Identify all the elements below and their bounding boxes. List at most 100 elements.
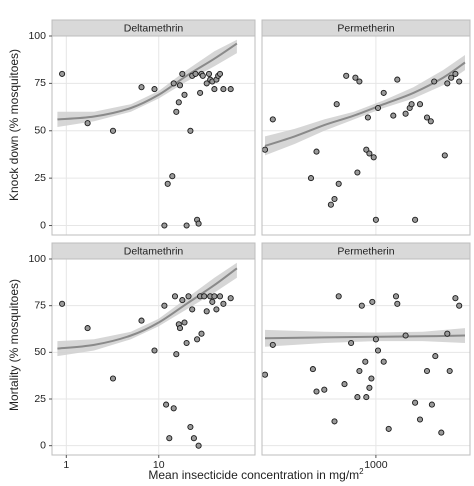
- data-point-1-1-27: [428, 401, 435, 408]
- data-point-0-0-15: [187, 127, 194, 134]
- data-point-0-0-3: [138, 84, 145, 91]
- data-point-0-1-20: [394, 76, 401, 83]
- x-axis-title: Mean insecticide concentration in mg/m2: [148, 467, 364, 482]
- data-point-0-1-6: [333, 101, 340, 108]
- data-point-0-1-7: [335, 180, 342, 187]
- data-point-1-0-13: [179, 297, 186, 304]
- y-tick-label-0-0-50: 50: [34, 125, 46, 137]
- data-point-1-0-31: [220, 300, 227, 307]
- plot-area-0-0: [52, 36, 255, 235]
- data-point-1-0-24: [201, 293, 208, 300]
- y-tick-label-1-0-75: 75: [34, 299, 46, 311]
- data-point-0-0-10: [175, 99, 182, 106]
- data-point-0-1-27: [427, 118, 434, 125]
- data-point-1-1-21: [392, 293, 400, 300]
- data-point-1-1-11: [358, 302, 365, 309]
- data-point-1-0-30: [216, 293, 224, 300]
- data-point-1-0-8: [170, 405, 177, 412]
- strip-label-0-1: Permetherin: [337, 22, 394, 34]
- data-point-1-0-6: [163, 401, 170, 408]
- data-point-0-1-33: [456, 78, 463, 85]
- data-point-0-1-24: [412, 216, 419, 223]
- y-axis-title-mortality: Mortality (% mosquitoes): [7, 279, 21, 411]
- data-point-1-0-23: [198, 330, 205, 337]
- data-point-1-1-30: [444, 330, 451, 337]
- panel-0-0: Deltamethrin 0 25 50 75 100: [28, 19, 256, 236]
- y-tick-label-0-0-100: 100: [28, 30, 46, 42]
- data-point-0-0-24: [205, 70, 213, 77]
- data-point-0-0-1: [84, 120, 91, 127]
- panel-0-1: Permetherin: [261, 19, 471, 236]
- data-point-1-1-26: [423, 367, 431, 375]
- data-point-0-1-17: [374, 104, 382, 112]
- data-point-1-1-5: [331, 418, 338, 425]
- data-point-0-1-10: [354, 169, 361, 176]
- data-point-1-0-17: [187, 423, 194, 431]
- data-point-1-0-25: [203, 308, 210, 315]
- data-point-0-0-6: [164, 180, 171, 187]
- data-point-1-1-3: [313, 388, 320, 395]
- data-point-1-0-15: [183, 339, 190, 347]
- data-point-1-0-29: [213, 306, 220, 313]
- data-point-0-1-16: [372, 216, 379, 223]
- data-point-1-0-5: [161, 302, 168, 309]
- data-point-0-1-13: [364, 114, 371, 121]
- data-point-1-1-17: [372, 336, 379, 343]
- data-point-0-0-23: [203, 80, 210, 87]
- data-point-1-1-16: [369, 298, 376, 305]
- data-point-1-1-31: [446, 367, 453, 375]
- data-point-1-0-12: [176, 325, 184, 332]
- data-point-0-0-0: [59, 70, 66, 77]
- data-point-0-0-22: [199, 72, 206, 79]
- data-point-0-0-12: [179, 70, 186, 77]
- data-point-0-1-3: [313, 148, 320, 155]
- data-point-1-1-18: [374, 347, 382, 354]
- fit-line-1-0: [57, 267, 238, 350]
- data-point-0-0-8: [170, 80, 177, 87]
- data-point-0-1-5: [331, 195, 338, 203]
- data-point-0-1-32: [452, 70, 459, 77]
- plot-area-1-1: [262, 259, 470, 455]
- data-point-1-1-15: [368, 375, 375, 382]
- data-point-0-0-5: [161, 222, 168, 229]
- data-point-0-0-14: [183, 222, 190, 229]
- data-point-0-0-2: [109, 127, 117, 134]
- data-point-1-1-28: [432, 353, 439, 360]
- data-point-0-1-8: [343, 72, 350, 79]
- data-point-0-1-30: [444, 80, 451, 87]
- data-point-1-1-1: [269, 341, 276, 348]
- data-point-0-0-13: [181, 91, 188, 98]
- y-tick-label-0-0-25: 25: [34, 172, 46, 184]
- data-point-0-1-29: [441, 152, 448, 159]
- data-point-1-1-2: [309, 366, 316, 373]
- x-tick-label-1-0-10: 10: [153, 459, 165, 471]
- strip-label-0-0: Deltamethrin: [124, 22, 184, 34]
- data-point-0-0-17: [192, 70, 199, 77]
- data-point-0-1-18: [380, 89, 387, 96]
- data-point-1-1-24: [412, 399, 419, 406]
- data-point-1-0-4: [151, 347, 158, 354]
- data-point-1-0-10: [173, 351, 180, 358]
- data-point-0-0-11: [176, 82, 184, 89]
- data-point-0-1-28: [431, 78, 438, 85]
- data-point-1-1-22: [394, 300, 401, 307]
- data-point-1-0-2: [109, 375, 117, 382]
- data-point-0-0-19: [195, 220, 202, 227]
- data-point-0-0-20: [197, 89, 204, 96]
- y-tick-label-1-0-25: 25: [34, 393, 46, 405]
- data-point-1-0-28: [211, 293, 218, 300]
- data-point-1-1-25: [416, 416, 424, 423]
- data-point-0-0-32: [227, 86, 234, 93]
- data-point-0-0-31: [220, 86, 227, 93]
- data-point-0-1-2: [307, 175, 315, 182]
- x-tick-label-1-1-1000: 1000: [364, 459, 388, 471]
- strip-label-1-1: Permetherin: [337, 245, 394, 257]
- y-tick-label-1-0-100: 100: [28, 253, 46, 265]
- data-point-1-1-12: [362, 358, 369, 365]
- data-point-1-1-10: [356, 367, 363, 375]
- y-tick-label-1-0-50: 50: [34, 346, 46, 358]
- fit-line-0-1: [264, 61, 466, 147]
- data-point-0-0-4: [151, 86, 158, 93]
- data-point-0-1-4: [327, 201, 334, 208]
- data-point-1-1-9: [354, 394, 361, 401]
